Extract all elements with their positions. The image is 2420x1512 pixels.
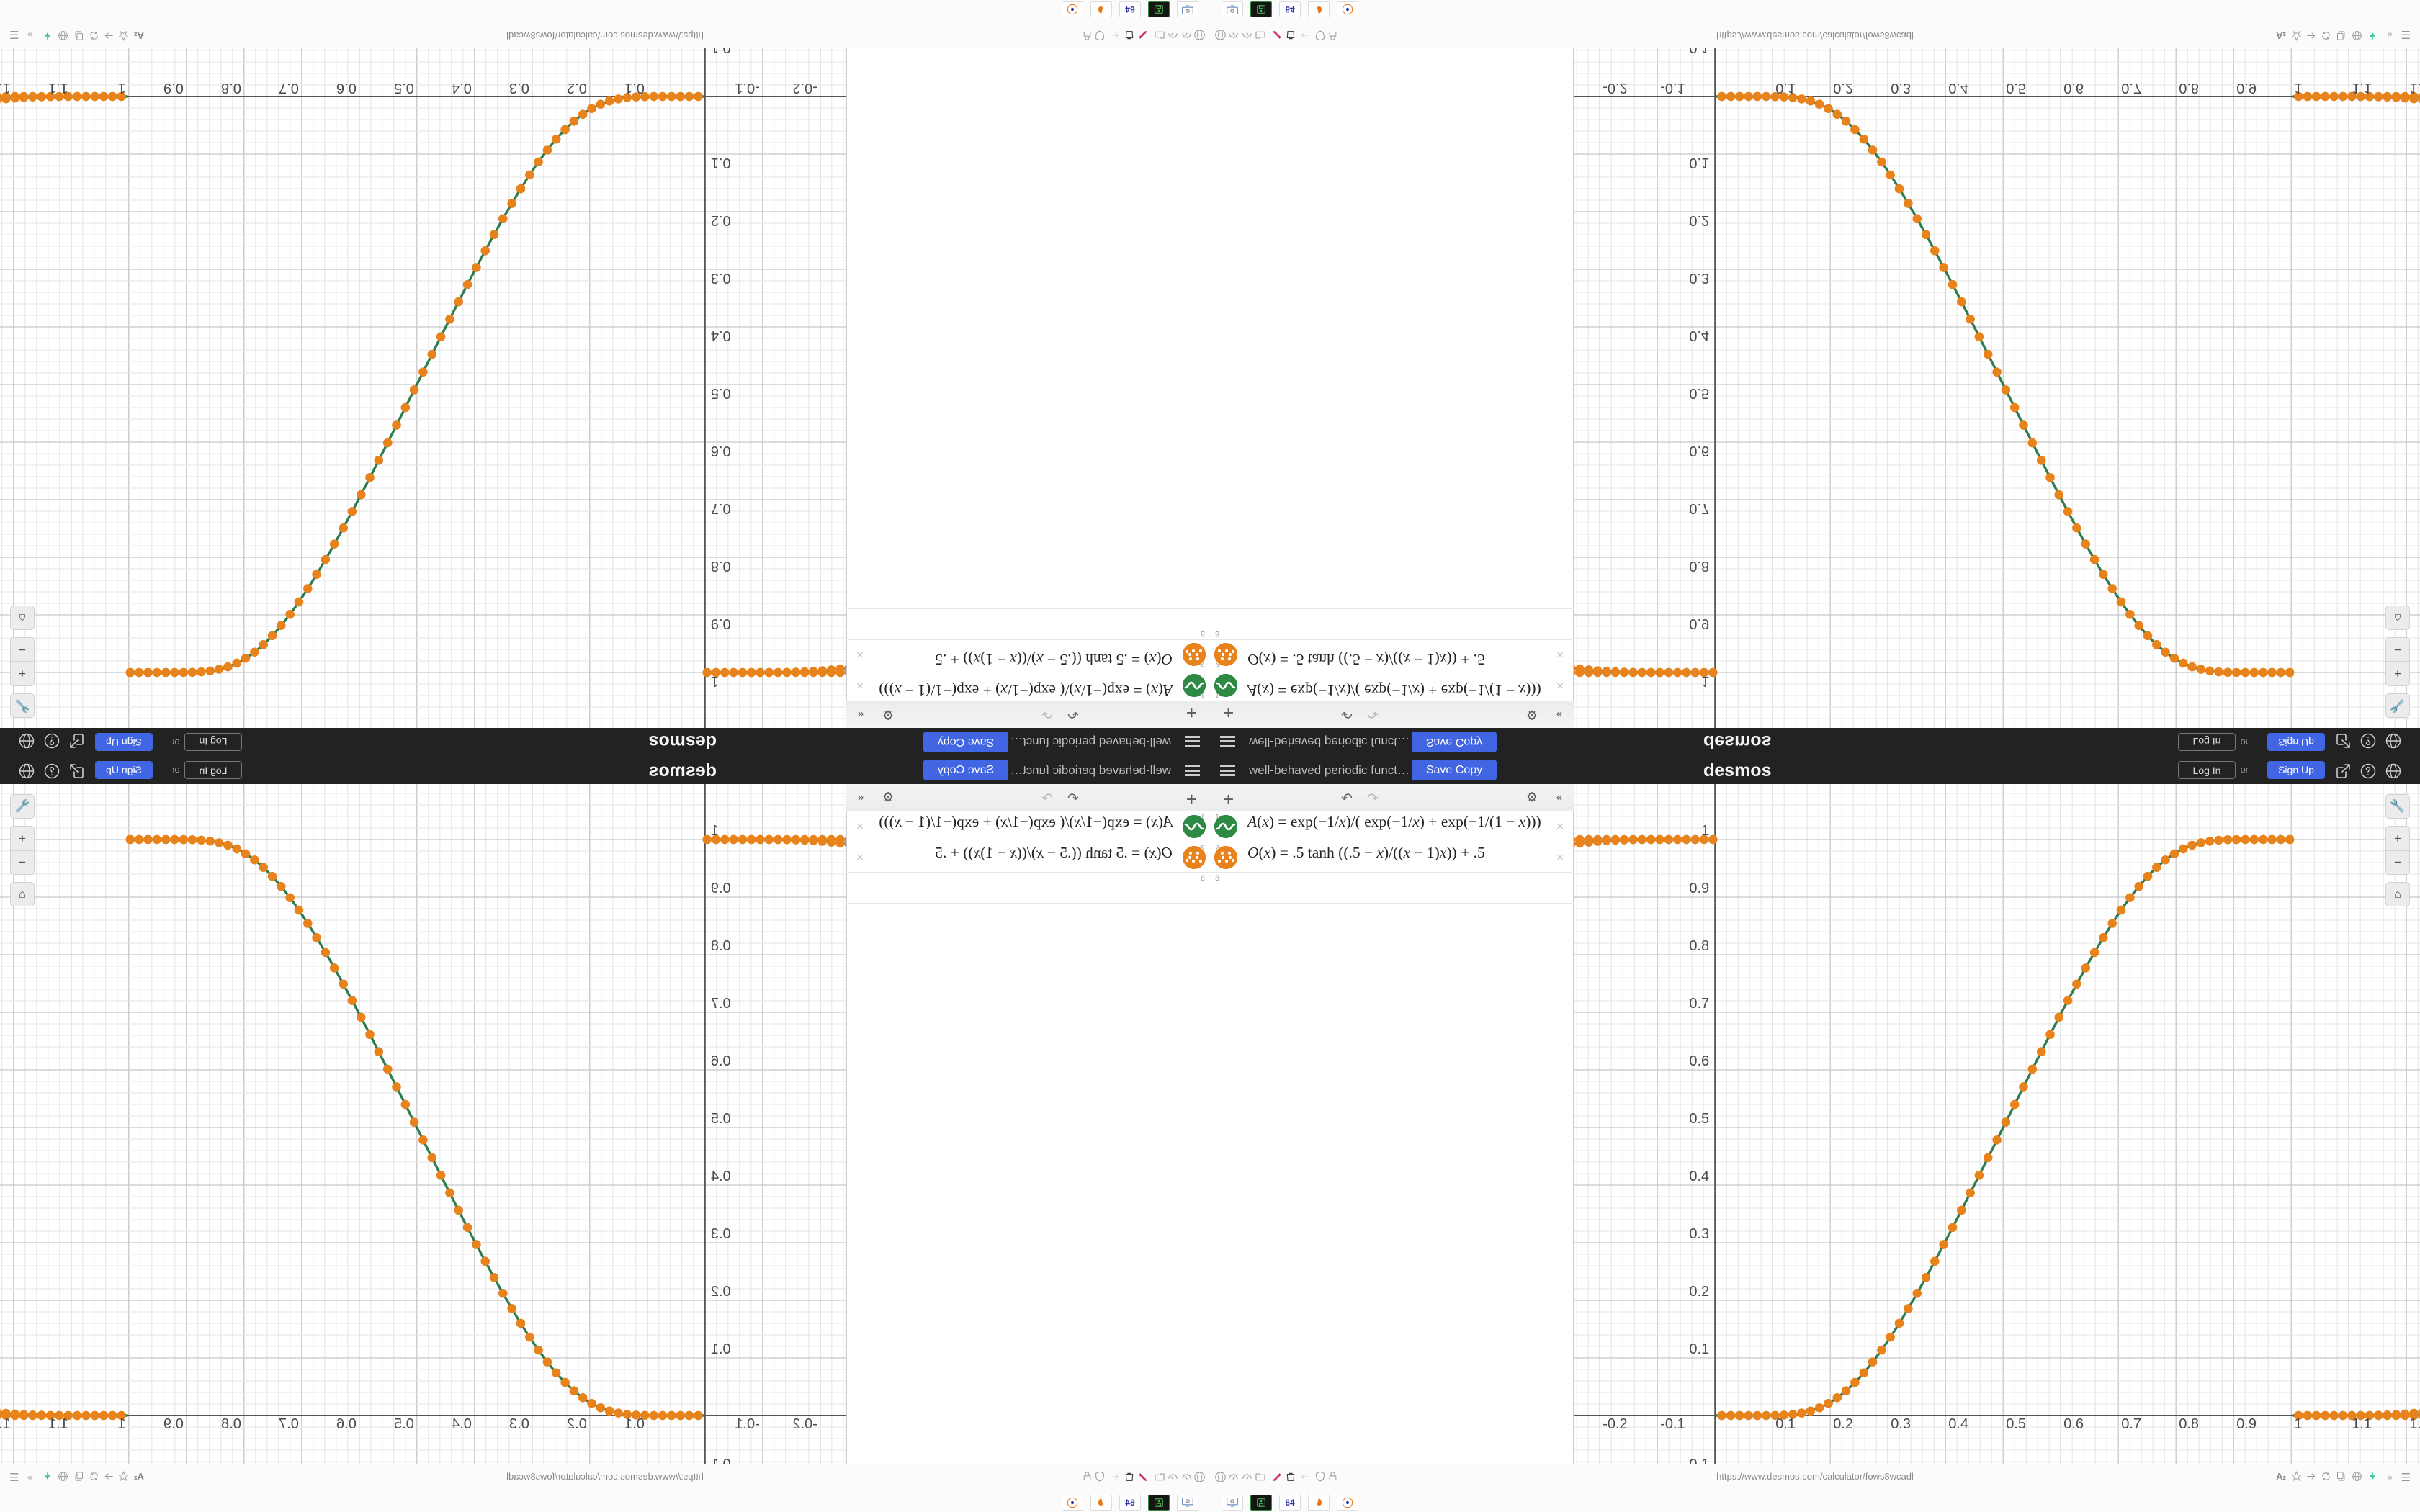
svg-text:-0.2: -0.2	[1603, 1416, 1627, 1432]
svg-text:0.7: 0.7	[1689, 996, 1709, 1012]
svg-text:0.1: 0.1	[624, 1416, 645, 1432]
svg-text:0.1: 0.1	[624, 80, 645, 96]
svg-text:0.4: 0.4	[452, 1416, 472, 1432]
svg-text:0.6: 0.6	[1689, 1053, 1709, 1069]
svg-text:0.4: 0.4	[1948, 80, 1968, 96]
svg-text:0.3: 0.3	[711, 270, 731, 286]
svg-text:0.3: 0.3	[711, 1226, 731, 1242]
svg-text:0.9: 0.9	[711, 881, 731, 896]
svg-text:0.7: 0.7	[711, 996, 731, 1012]
svg-text:-0.1: -0.1	[1660, 1416, 1685, 1432]
svg-text:1.1: 1.1	[48, 1416, 68, 1432]
svg-text:0.7: 0.7	[2121, 1416, 2141, 1432]
svg-text:0.8: 0.8	[711, 558, 731, 574]
svg-text:0.8: 0.8	[221, 1416, 241, 1432]
svg-text:-0.1: -0.1	[1660, 80, 1685, 96]
svg-text:0.8: 0.8	[711, 938, 731, 954]
svg-text:0.7: 0.7	[2121, 80, 2141, 96]
svg-text:0.6: 0.6	[711, 443, 731, 459]
svg-text:1.1: 1.1	[2352, 80, 2372, 96]
svg-text:0.4: 0.4	[711, 1169, 731, 1184]
svg-text:0.9: 0.9	[163, 80, 184, 96]
svg-text:0.2: 0.2	[1689, 1284, 1709, 1300]
svg-text:1: 1	[118, 80, 126, 96]
svg-text:0.5: 0.5	[394, 1416, 414, 1432]
svg-text:-0.1: -0.1	[735, 1416, 759, 1432]
svg-text:0.4: 0.4	[1948, 1416, 1968, 1432]
svg-text:0.2: 0.2	[1833, 80, 1853, 96]
svg-text:0.6: 0.6	[1689, 443, 1709, 459]
svg-text:0.9: 0.9	[711, 616, 731, 631]
svg-text:1: 1	[1701, 673, 1709, 689]
svg-text:0.4: 0.4	[711, 328, 731, 343]
svg-text:1: 1	[2294, 1416, 2302, 1432]
svg-text:0.7: 0.7	[279, 1416, 299, 1432]
svg-text:0.9: 0.9	[1689, 616, 1709, 631]
svg-text:0.1: 0.1	[1689, 155, 1709, 171]
svg-text:0.6: 0.6	[336, 1416, 357, 1432]
svg-text:1: 1	[2294, 80, 2302, 96]
svg-text:0.8: 0.8	[1689, 558, 1709, 574]
svg-text:0.2: 0.2	[567, 80, 587, 96]
svg-text:1.2: 1.2	[0, 80, 11, 96]
svg-text:0.8: 0.8	[221, 80, 241, 96]
svg-text:1.2: 1.2	[2409, 1416, 2420, 1432]
svg-text:0.9: 0.9	[2236, 1416, 2257, 1432]
svg-text:0.1: 0.1	[1775, 1416, 1796, 1432]
svg-text:1: 1	[1701, 823, 1709, 839]
svg-text:0.5: 0.5	[2006, 1416, 2026, 1432]
svg-text:0.8: 0.8	[2179, 1416, 2199, 1432]
svg-text:0.5: 0.5	[711, 385, 731, 401]
svg-text:0.4: 0.4	[452, 80, 472, 96]
svg-text:0.6: 0.6	[711, 1053, 731, 1069]
svg-text:0.1: 0.1	[1775, 80, 1796, 96]
svg-text:0.5: 0.5	[1689, 385, 1709, 401]
svg-text:0.1: 0.1	[1689, 1341, 1709, 1357]
svg-text:0.8: 0.8	[1689, 938, 1709, 954]
svg-text:0.2: 0.2	[1689, 212, 1709, 228]
svg-text:0.3: 0.3	[509, 80, 529, 96]
svg-text:0.5: 0.5	[711, 1111, 731, 1127]
svg-text:0.2: 0.2	[1833, 1416, 1853, 1432]
svg-text:1.2: 1.2	[0, 1416, 11, 1432]
svg-text:1.1: 1.1	[2352, 1416, 2372, 1432]
svg-text:0.6: 0.6	[2063, 1416, 2084, 1432]
svg-text:0.4: 0.4	[1689, 1169, 1709, 1184]
svg-text:-0.2: -0.2	[1603, 80, 1627, 96]
svg-text:0.3: 0.3	[509, 1416, 529, 1432]
svg-text:0.7: 0.7	[1689, 500, 1709, 516]
svg-text:0.7: 0.7	[711, 500, 731, 516]
svg-text:0.9: 0.9	[1689, 881, 1709, 896]
svg-text:0.4: 0.4	[1689, 328, 1709, 343]
svg-text:0.8: 0.8	[2179, 80, 2199, 96]
svg-text:-0.2: -0.2	[792, 80, 817, 96]
svg-text:0.6: 0.6	[2063, 80, 2084, 96]
svg-text:0.9: 0.9	[163, 1416, 184, 1432]
svg-text:0.1: 0.1	[711, 1341, 731, 1357]
svg-text:0.9: 0.9	[2236, 80, 2257, 96]
svg-text:1: 1	[711, 823, 719, 839]
svg-text:1.2: 1.2	[2409, 80, 2420, 96]
svg-text:0.5: 0.5	[1689, 1111, 1709, 1127]
svg-text:1.1: 1.1	[48, 80, 68, 96]
svg-text:1: 1	[118, 1416, 126, 1432]
svg-text:0.5: 0.5	[394, 80, 414, 96]
svg-text:0.5: 0.5	[2006, 80, 2026, 96]
svg-text:0.3: 0.3	[1689, 1226, 1709, 1242]
svg-text:0.3: 0.3	[1891, 80, 1911, 96]
svg-text:-0.2: -0.2	[792, 1416, 817, 1432]
svg-text:0.1: 0.1	[711, 155, 731, 171]
svg-text:0.2: 0.2	[711, 1284, 731, 1300]
svg-text:1: 1	[711, 673, 719, 689]
svg-text:-0.1: -0.1	[735, 80, 759, 96]
svg-text:0.2: 0.2	[567, 1416, 587, 1432]
svg-text:0.3: 0.3	[1689, 270, 1709, 286]
svg-text:0.6: 0.6	[336, 80, 357, 96]
svg-text:0.2: 0.2	[711, 212, 731, 228]
svg-text:0.7: 0.7	[279, 80, 299, 96]
svg-text:0.3: 0.3	[1891, 1416, 1911, 1432]
